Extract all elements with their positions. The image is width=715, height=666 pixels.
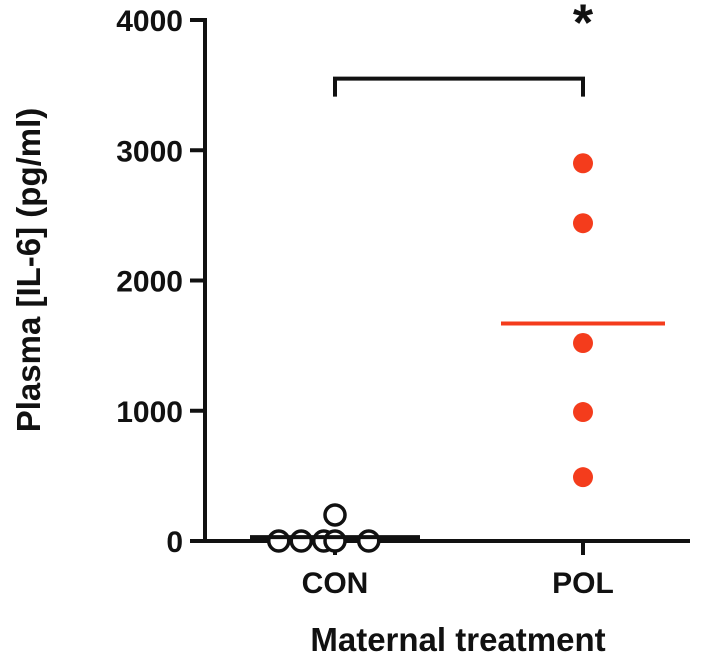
data-point-con	[289, 529, 313, 553]
y-tick-label-0: 0	[166, 526, 183, 559]
mean-lines	[250, 321, 665, 540]
data-point-con	[323, 529, 347, 553]
y-tick-label-1000: 1000	[116, 396, 183, 429]
x-axis-title: Maternal treatment	[310, 621, 605, 658]
x-tick-label-con: CON	[302, 567, 369, 600]
significance-bracket: *	[333, 0, 594, 97]
y-tick-label-2000: 2000	[116, 266, 183, 299]
data-point-pol	[573, 213, 593, 234]
data-points	[267, 153, 593, 553]
x-tick-label-pol: POL	[552, 567, 614, 600]
data-point-pol	[573, 402, 593, 423]
significance-asterisk: *	[573, 0, 594, 53]
y-tick-label-3000: 3000	[116, 135, 183, 168]
y-axis-title: Plasma [IL-6] (pg/ml)	[10, 108, 47, 433]
data-point-con	[357, 529, 381, 553]
data-point-pol	[573, 153, 593, 174]
data-point-con	[267, 529, 291, 553]
y-tick-label-4000: 4000	[116, 5, 183, 38]
data-point-con	[323, 503, 347, 527]
data-point-pol	[573, 467, 593, 488]
data-point-pol	[573, 333, 593, 354]
bracket-line	[333, 76, 585, 97]
y-axis: 0 1000 2000 3000 4000	[116, 5, 207, 559]
